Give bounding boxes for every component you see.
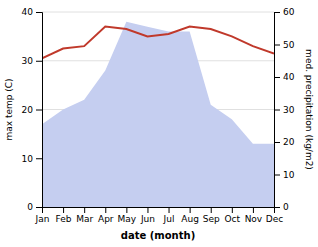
y2-axis-title: med. precipitation (kg/m2)	[304, 49, 314, 170]
tick-label: Sep	[203, 214, 220, 224]
y2-tick: 0	[274, 202, 289, 212]
chart-svg: JanFebMarAprMayJunJulAugSepOctNovDec0102…	[0, 0, 318, 247]
x-axis: Jan Feb Mar Apr MayJun Jul Aug Sep Oct NovDec	[35, 207, 284, 224]
tick-mark	[274, 77, 280, 78]
tick-mark	[84, 207, 85, 213]
x-tick: Sep	[203, 207, 220, 224]
tick-label: 0	[283, 202, 289, 212]
tick-label: Apr	[98, 214, 114, 224]
grid-line	[42, 12, 274, 13]
tick-mark	[36, 207, 42, 208]
tick-mark	[274, 142, 280, 143]
tick-mark	[36, 12, 42, 13]
y2-tick: 50	[274, 40, 295, 50]
tick-mark	[274, 207, 280, 208]
tick-label: 60	[283, 7, 295, 17]
chart-container: JanFebMarAprMayJunJulAugSepOctNovDec0102…	[0, 0, 318, 247]
tick-mark	[274, 110, 280, 111]
tick-label: 20	[283, 137, 295, 147]
x-tick: Dec	[266, 207, 283, 224]
tick-mark	[147, 207, 148, 213]
tick-label: 40	[22, 7, 34, 17]
y-axis: 0 10 20 30 40	[22, 7, 43, 212]
tick-label: 50	[283, 40, 295, 50]
grid	[42, 12, 274, 207]
area	[42, 22, 274, 207]
tick-mark	[105, 207, 106, 213]
x-tick: Jan	[35, 207, 50, 224]
tick-mark	[274, 45, 280, 46]
x-axis-title: date (month)	[121, 230, 195, 241]
y2-tick: 10	[274, 170, 295, 180]
tick-mark	[274, 12, 280, 13]
tick-mark	[211, 207, 212, 213]
y2-tick: 20	[274, 137, 295, 147]
axis-line	[275, 13, 281, 208]
y-tick: 40	[22, 7, 42, 17]
line	[42, 27, 274, 59]
x-tick: Aug	[181, 207, 199, 224]
x-tick: Mar	[76, 207, 93, 224]
tick-label: 10	[283, 170, 295, 180]
y-tick: 0	[27, 202, 42, 212]
tick-mark	[36, 61, 42, 62]
axis-line	[36, 13, 43, 208]
tick-label: Jan	[35, 214, 50, 224]
tick-label: Feb	[56, 214, 72, 224]
plot-root: JanFebMarAprMayJunJulAugSepOctNovDec0102…	[4, 7, 314, 241]
tick-label: 30	[22, 56, 34, 66]
tick-label: May	[118, 214, 137, 224]
tick-label: 0	[27, 202, 33, 212]
tick-label: Aug	[181, 214, 199, 224]
tick-mark	[169, 207, 170, 213]
tick-mark	[190, 207, 191, 213]
y-tick: 10	[22, 154, 42, 164]
tick-mark	[126, 207, 127, 213]
x-tick: Oct	[225, 207, 241, 224]
tick-label: 40	[283, 72, 295, 82]
tick-label: Dec	[266, 214, 283, 224]
y2-tick: 40	[274, 72, 295, 82]
tick-label: Nov	[245, 214, 263, 224]
x-tick: Jun	[140, 207, 155, 224]
tick-label: 20	[22, 105, 34, 115]
tick-label: Mar	[76, 214, 93, 224]
y2-axis: 0 10 20 30 40 50 60	[274, 7, 295, 212]
tick-mark	[36, 110, 42, 111]
tick-mark	[253, 207, 254, 213]
y2-tick: 60	[274, 7, 295, 17]
x-tick: Jul	[163, 207, 175, 224]
tick-label: Oct	[225, 214, 241, 224]
x-tick: May	[118, 207, 137, 224]
y-tick: 30	[22, 56, 42, 66]
axis-line	[43, 208, 275, 214]
tick-label: Jul	[163, 214, 175, 224]
x-tick: Nov	[245, 207, 263, 224]
marks	[42, 22, 274, 207]
tick-mark	[232, 207, 233, 213]
tick-mark	[63, 207, 64, 213]
y-axis-title: max temp (C)	[4, 78, 14, 140]
y-tick: 20	[22, 105, 42, 115]
tick-label: 10	[22, 154, 34, 164]
x-tick: Feb	[56, 207, 72, 224]
x-tick: Apr	[98, 207, 114, 224]
y2-tick: 30	[274, 105, 295, 115]
tick-label: Jun	[140, 214, 155, 224]
tick-mark	[274, 175, 280, 176]
tick-label: 30	[283, 105, 295, 115]
tick-mark	[36, 158, 42, 159]
